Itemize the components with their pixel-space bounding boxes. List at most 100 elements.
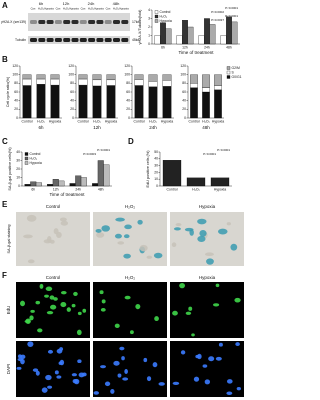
nucleus	[35, 370, 40, 376]
nucleus	[215, 356, 222, 361]
bar-segment	[134, 74, 144, 80]
significance-label: P=0.0037	[211, 18, 224, 22]
blot-membrane	[28, 13, 130, 31]
nucleus	[100, 308, 106, 312]
bar-segment	[22, 74, 32, 80]
bar-segment	[92, 79, 102, 87]
x-tick-label: 12h	[182, 45, 188, 49]
bar-segment	[50, 84, 60, 119]
cell	[101, 225, 111, 232]
bar-segment	[78, 78, 88, 86]
blot-group-label: Hypoxia	[94, 7, 104, 11]
blot-group-label: H₂O₂	[113, 7, 119, 11]
nucleus	[45, 374, 52, 381]
cell	[146, 255, 153, 259]
nucleus	[53, 297, 58, 301]
cell	[95, 228, 102, 233]
x-tick-label: Control	[189, 119, 200, 123]
legend-label: Control	[30, 152, 41, 156]
nucleus	[204, 379, 211, 385]
nucleus	[179, 283, 186, 289]
y-tick-label: 120	[68, 64, 74, 68]
bar-segment	[190, 87, 198, 119]
bar-segment	[214, 74, 222, 86]
blot-band	[121, 20, 129, 24]
bar	[30, 181, 37, 187]
blot-protein-label: γH2A.X (ser139)	[1, 20, 26, 24]
legend-swatch	[24, 156, 29, 161]
bar-segment	[50, 78, 60, 86]
bar	[35, 182, 42, 187]
blot-band	[113, 38, 120, 42]
nucleus	[236, 386, 241, 391]
nucleus	[45, 286, 53, 291]
cell	[171, 242, 177, 248]
nucleus	[124, 368, 128, 374]
fluorescence-image	[170, 282, 244, 338]
nucleus	[60, 302, 67, 308]
y-tick-label: 0	[156, 184, 158, 188]
cell	[23, 234, 33, 239]
x-tick-label: Hypoxia	[214, 187, 226, 191]
bar-segment	[106, 74, 116, 81]
nucleus	[226, 379, 233, 384]
nucleus	[39, 283, 44, 289]
cell	[197, 218, 207, 225]
cell	[204, 252, 214, 257]
nucleus	[154, 316, 159, 322]
nucleus	[82, 372, 87, 377]
y-tick-label: 60	[14, 90, 18, 94]
bar-segment	[162, 80, 172, 87]
blot-band	[104, 38, 112, 42]
blot-band	[79, 20, 87, 24]
nucleus	[100, 365, 106, 369]
column-label: Control	[46, 275, 61, 280]
blot-lane-label: 48h	[113, 1, 120, 6]
y-tick-label: 20	[126, 107, 130, 111]
nucleus	[202, 364, 208, 368]
nucleus	[56, 375, 62, 379]
nucleus	[208, 356, 215, 362]
blot-band	[71, 38, 79, 42]
bar-segment	[78, 84, 88, 119]
cell	[199, 230, 207, 237]
nucleus	[37, 328, 43, 333]
x-tick-label: Hypoxia	[161, 119, 173, 123]
bar	[187, 26, 194, 45]
bar	[160, 22, 166, 45]
bar	[165, 28, 172, 45]
chart-title: 6h	[38, 125, 44, 130]
legend-swatch	[24, 152, 29, 156]
bar	[210, 177, 230, 187]
cell	[226, 222, 231, 226]
fluorescence-image	[16, 341, 90, 397]
nucleus	[114, 323, 120, 329]
blot-band	[63, 38, 71, 42]
y-tick-label: 20	[70, 107, 74, 111]
nucleus	[82, 308, 87, 313]
bar-segment	[190, 83, 198, 88]
bar	[154, 35, 161, 45]
nucleus	[110, 388, 115, 394]
nucleus	[54, 370, 59, 375]
nucleus	[234, 297, 241, 303]
y-tick-label: 60	[70, 90, 74, 94]
bar	[47, 184, 54, 187]
bar	[75, 175, 82, 187]
x-tick-label: 24h	[204, 45, 210, 49]
x-tick-label: H₂O₂	[37, 119, 45, 123]
blot-group-label: H₂O₂	[38, 7, 44, 11]
x-axis-label: Time of treatment	[49, 192, 85, 197]
blot-lane-label: 6h	[39, 1, 43, 6]
y-tick-label: 40	[126, 99, 130, 103]
y-tick-label: 0	[128, 116, 130, 120]
nucleus	[191, 333, 195, 337]
bar	[97, 160, 104, 187]
bar	[226, 16, 232, 45]
nucleus	[117, 373, 122, 378]
background	[0, 0, 248, 400]
cell	[173, 227, 181, 231]
y-tick-label: 20	[182, 107, 186, 111]
bar	[24, 184, 31, 187]
x-tick-label: 48h	[98, 187, 104, 191]
